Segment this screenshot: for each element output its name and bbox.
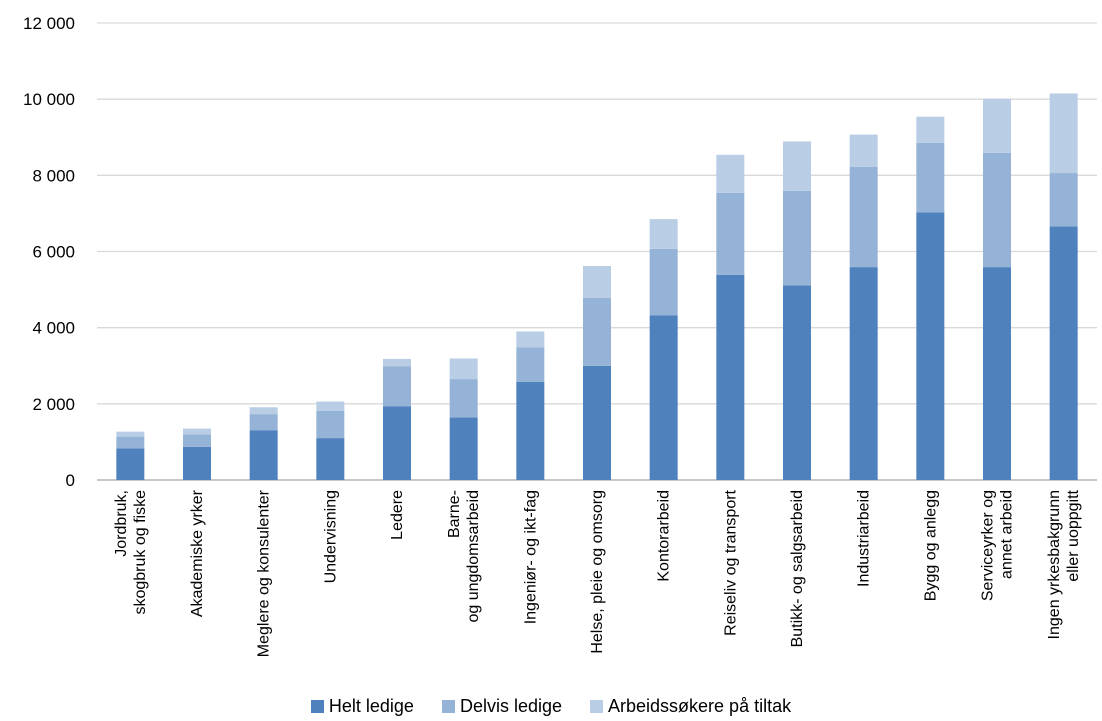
bars xyxy=(116,93,1078,480)
bar-segment xyxy=(583,297,611,366)
legend-swatch xyxy=(310,700,324,713)
bar-segment xyxy=(583,365,611,480)
bar-segment xyxy=(716,154,745,193)
legend-label: Delvis ledige xyxy=(459,696,563,716)
bar-segment xyxy=(1049,93,1078,174)
x-axis: Jordbruk, skogbruk og fiske Akademiske yrk… xyxy=(113,489,1082,657)
bar-segment xyxy=(916,212,945,480)
bar-segment xyxy=(516,347,545,382)
bar-segment xyxy=(916,116,945,143)
bar-segment xyxy=(716,274,745,480)
bar-segment xyxy=(116,431,145,437)
category-label: Helse, pleie og omsorg xyxy=(589,490,606,654)
y-tick-label: 8 000 xyxy=(32,166,75,185)
category-label: Bygg og anlegg xyxy=(922,490,939,601)
y-tick-label: 0 xyxy=(66,471,75,490)
bar-segment xyxy=(116,436,145,449)
category-label: Industriarbeid xyxy=(856,490,873,587)
bar-segment xyxy=(783,190,811,286)
y-tick-label: 2 000 xyxy=(32,395,75,414)
bar-segment xyxy=(116,448,145,480)
y-tick-label: 6 000 xyxy=(32,243,75,262)
bar-segment xyxy=(583,265,611,298)
bar-segment xyxy=(316,401,345,411)
y-tick-label: 10 000 xyxy=(23,90,75,109)
bar-segment xyxy=(983,152,1011,268)
bar-segment xyxy=(849,134,878,167)
bar-segment xyxy=(249,407,278,415)
bar-segment xyxy=(1049,173,1078,227)
bar-segment xyxy=(183,434,211,447)
legend-item: Delvis ledige xyxy=(441,696,563,717)
category-label: Reiseliv og transport xyxy=(722,489,739,635)
y-tick-label: 12 000 xyxy=(23,14,75,33)
bar-segment xyxy=(983,98,1011,153)
bar-segment xyxy=(1049,226,1078,480)
bar-segment xyxy=(183,446,211,480)
category-label: Butikk- og salgsarbeid xyxy=(789,490,806,647)
bar-segment xyxy=(383,406,411,480)
bar-segment xyxy=(449,379,478,418)
y-axis: 0 2 000 4 000 6 000 8 000 10 000 12 000 xyxy=(23,14,75,490)
bar-segment xyxy=(849,267,878,480)
bar-segment xyxy=(183,428,211,435)
bar-segment xyxy=(383,366,411,407)
bar-segment xyxy=(316,438,345,480)
bar-segment xyxy=(783,141,811,191)
category-label: Undervisning xyxy=(322,490,339,583)
bar-segment xyxy=(649,248,678,316)
bar-segment xyxy=(516,381,545,480)
legend-swatch xyxy=(590,700,604,713)
legend-label: Helt ledige xyxy=(328,696,414,716)
category-label: Ingen yrkesbakgrunn eller uoppgitt xyxy=(1046,489,1082,639)
category-label: Barne-og ungdomsarbeid xyxy=(446,490,482,623)
bar-segment xyxy=(383,358,411,367)
category-label: Meglere og konsulenter xyxy=(256,489,273,657)
legend-item: Helt ledige xyxy=(310,696,414,717)
bar-segment xyxy=(916,142,945,213)
bar-segment xyxy=(249,414,278,431)
legend-swatch xyxy=(441,700,455,713)
category-label: Jordbruk, skogbruk og fiske xyxy=(113,490,149,615)
category-label: Ingeniør- og ikt-fag xyxy=(522,490,539,624)
category-label: Serviceyrker og annet arbeid xyxy=(980,490,1016,601)
category-label: Ledere xyxy=(389,490,406,540)
bar-segment xyxy=(783,285,811,480)
bar-segment xyxy=(449,358,478,380)
y-tick-label: 4 000 xyxy=(32,319,75,338)
bar-segment xyxy=(516,331,545,348)
bar-segment xyxy=(716,192,745,275)
bar-segment xyxy=(249,430,278,480)
bar-segment xyxy=(983,267,1011,480)
bar-segment xyxy=(449,417,478,480)
bar-segment xyxy=(649,219,678,249)
category-label: Akademiske yrker xyxy=(189,489,206,617)
category-label: Kontorarbeid xyxy=(656,490,673,582)
bar-segment xyxy=(316,410,345,439)
bar-segment xyxy=(649,315,678,480)
legend-item: Arbeidssøkere på tiltak xyxy=(590,696,791,717)
bar-segment xyxy=(849,166,878,268)
legend-label: Arbeidssøkere på tiltak xyxy=(608,696,792,716)
legend: Helt ledige Delvis ledige Arbeidssøkere på… xyxy=(0,696,1102,717)
stacked-bar-chart: 0 2 000 4 000 6 000 8 000 10 000 12 000 Jordbr… xyxy=(23,14,1097,657)
